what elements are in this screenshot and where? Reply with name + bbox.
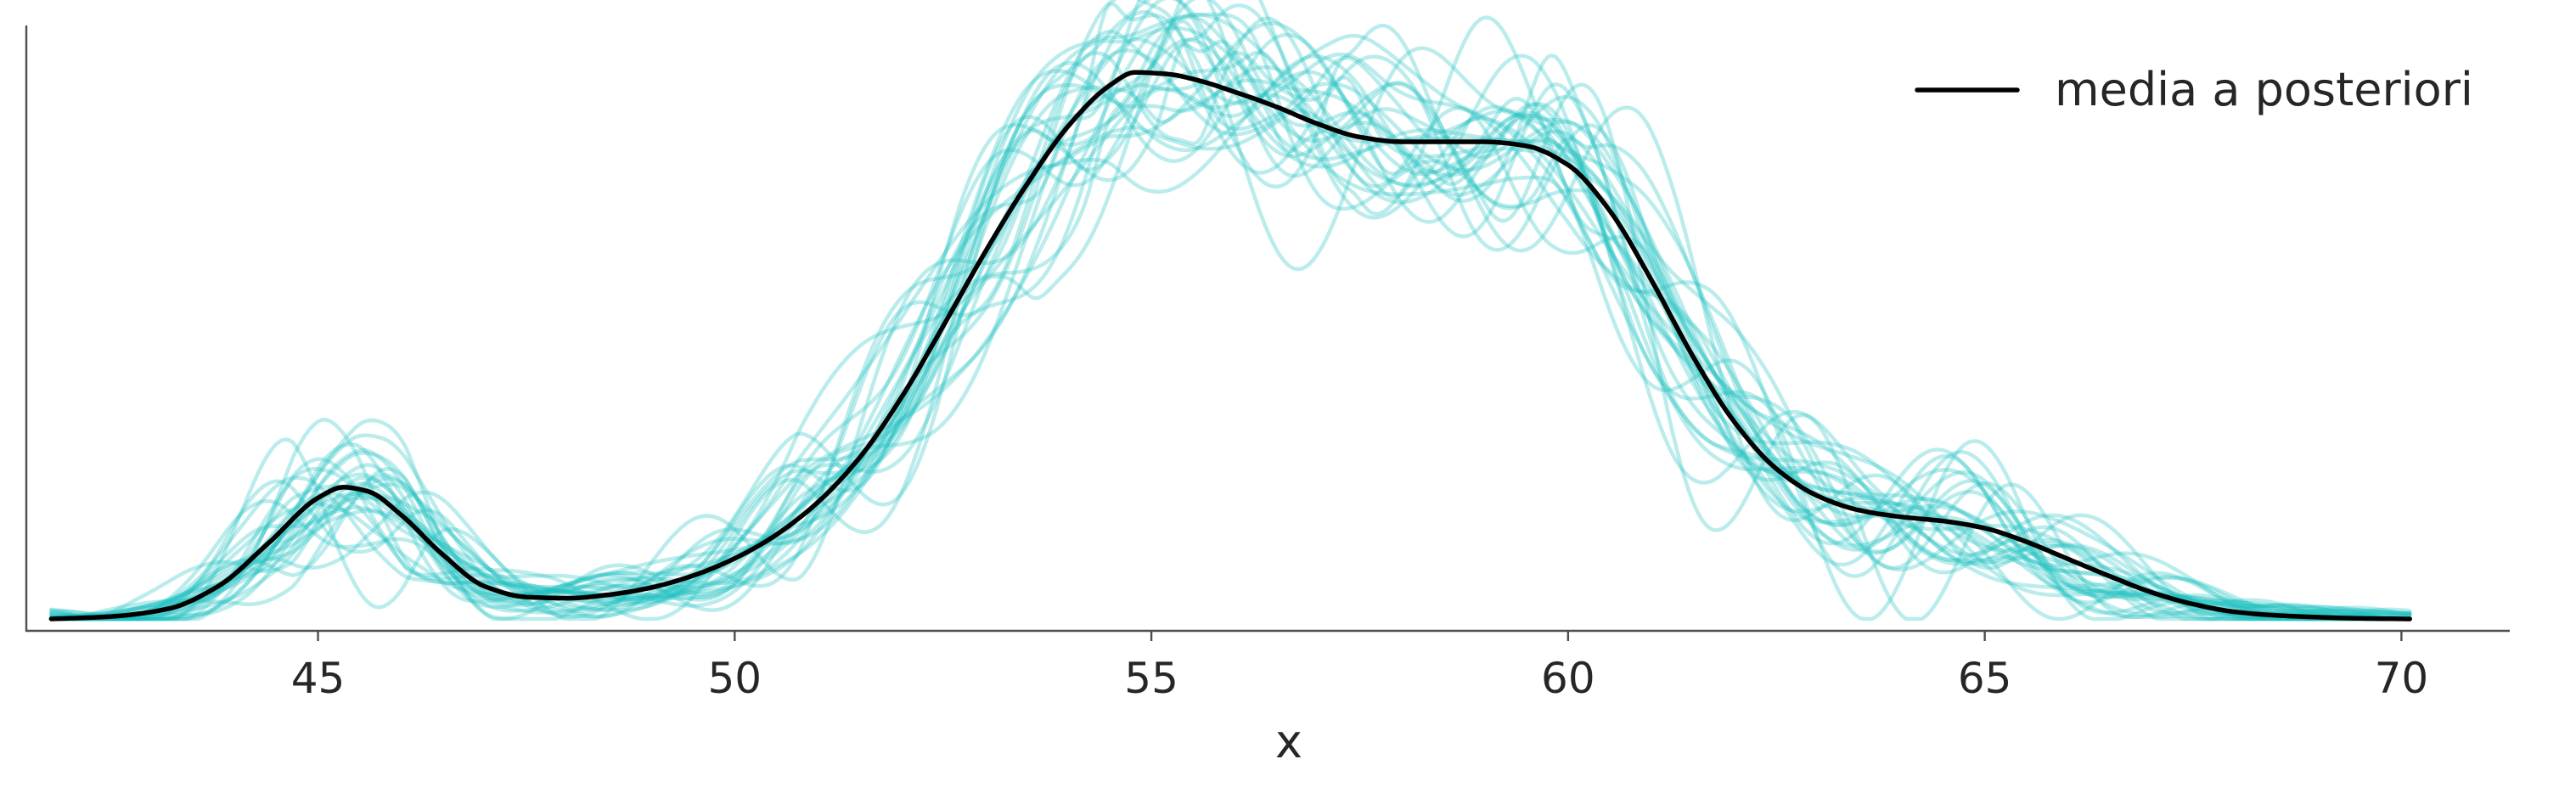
sample-line	[49, 12, 2412, 621]
sample-line	[49, 32, 2412, 621]
sample-line	[49, 2, 2412, 621]
sample-line	[49, 65, 2412, 621]
x-tick-label: 50	[707, 654, 762, 703]
sample-line	[49, 37, 2412, 621]
sample-line	[49, 33, 2412, 621]
legend: media a posteriori	[1915, 63, 2473, 116]
sample-line	[49, 25, 2412, 621]
sample-line	[49, 21, 2412, 621]
sample-line	[49, 14, 2412, 621]
x-axis-label: x	[1275, 715, 1302, 768]
x-tick-label: 45	[291, 654, 346, 703]
x-tick-label: 65	[1958, 654, 2012, 703]
x-axis-ticks: 45 50 55 60 65 70	[291, 631, 2428, 703]
sample-line	[49, 52, 2412, 621]
sample-line	[49, 55, 2412, 621]
sample-line	[49, 0, 2412, 621]
sample-line	[49, 9, 2412, 621]
mean-line	[48, 70, 2412, 621]
sample-line	[49, 78, 2412, 621]
sample-line	[49, 0, 2412, 621]
x-tick-label: 55	[1124, 654, 1178, 703]
sample-line	[49, 19, 2412, 621]
legend-label-mean: media a posteriori	[2055, 63, 2473, 116]
sample-line	[49, 12, 2412, 621]
sample-line	[49, 50, 2412, 621]
sample-line	[49, 39, 2412, 621]
sample-line	[49, 0, 2412, 621]
x-tick-label: 60	[1541, 654, 1595, 703]
x-tick-label: 70	[2375, 654, 2429, 703]
sample-line	[49, 29, 2412, 621]
sample-line	[49, 50, 2412, 621]
sample-line	[49, 54, 2412, 621]
sample-line	[49, 3, 2412, 621]
sample-line	[49, 0, 2412, 621]
plot-area	[48, 0, 2412, 621]
sample-line	[49, 48, 2412, 621]
sample-line	[49, 0, 2412, 621]
